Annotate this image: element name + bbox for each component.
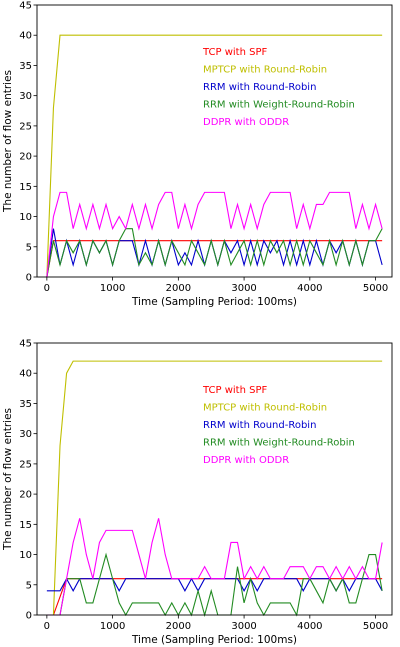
- series-line-1: [46, 578, 383, 616]
- x-tick-label: 5000: [363, 283, 388, 294]
- y-tick-label: 10: [19, 212, 32, 223]
- legend-entry-3: RRM with Round-Robin: [203, 420, 316, 431]
- y-tick-label: 10: [19, 550, 32, 561]
- y-tick-label: 5: [26, 242, 32, 253]
- y-tick-label: 40: [19, 369, 32, 380]
- x-tick-label: 3000: [231, 621, 256, 632]
- y-tick-label: 40: [19, 31, 32, 42]
- y-tick-label: 0: [26, 611, 32, 622]
- legend-entry-2: MPTCP with Round-Robin: [203, 65, 327, 76]
- y-tick-label: 25: [19, 459, 32, 470]
- series-line-5: [46, 191, 383, 278]
- y-tick-label: 25: [19, 121, 32, 132]
- legend-entry-1: TCP with SPF: [202, 385, 267, 396]
- y-tick-label: 35: [19, 61, 32, 72]
- y-tick-label: 35: [19, 399, 32, 410]
- series-line-5: [46, 518, 383, 616]
- series-line-2: [46, 34, 383, 278]
- series-line-1: [46, 240, 383, 278]
- series-line-4: [46, 552, 383, 618]
- x-tick-label: 3000: [231, 283, 256, 294]
- y-tick-label: 45: [19, 1, 32, 12]
- x-tick-label: 0: [44, 283, 50, 294]
- x-tick-label: 0: [44, 621, 50, 632]
- plot-frame: [36, 342, 393, 616]
- legend-entry-2: MPTCP with Round-Robin: [203, 403, 327, 414]
- legend-entry-4: RRM with Weight-Round-Robin: [203, 438, 355, 449]
- y-tick-label: 30: [19, 429, 32, 440]
- chart-panel-2: 0 1000 2000 3000 4000 5000 0 5 10 15 20 25 30 35 40 45 T…: [2, 339, 393, 646]
- x-tick-label: 1000: [100, 283, 125, 294]
- x-tick-label: 2000: [166, 283, 191, 294]
- y-tick-label: 20: [19, 490, 32, 501]
- x-tick-label: 2000: [166, 621, 191, 632]
- y-axis-label: The number of flow entries: [2, 408, 14, 551]
- x-tick-label: 5000: [363, 621, 388, 632]
- y-tick-label: 15: [19, 182, 32, 193]
- y-tick-label: 20: [19, 152, 32, 163]
- x-tick-label: 4000: [297, 283, 322, 294]
- y-tick-label: 15: [19, 520, 32, 531]
- legend-entry-5: DDPR with ODDR: [203, 117, 289, 128]
- plot-frame: [36, 4, 393, 278]
- legend-entry-1: TCP with SPF: [202, 47, 267, 58]
- y-tick-label: 30: [19, 91, 32, 102]
- y-axis-label: The number of flow entries: [2, 70, 14, 213]
- x-axis-label: Time (Sampling Period: 100ms): [131, 634, 297, 646]
- series-line-4: [46, 228, 383, 278]
- y-tick-label: 45: [19, 339, 32, 350]
- x-axis-label: Time (Sampling Period: 100ms): [131, 296, 297, 308]
- x-tick-label: 1000: [100, 621, 125, 632]
- series-line-2: [46, 360, 383, 616]
- y-tick-label: 0: [26, 273, 32, 284]
- chart-panel-1: 0 1000 2000 3000 4000 5000 0 5 10 15 20 25 30 35 40 45 T…: [2, 1, 393, 308]
- legend-entry-5: DDPR with ODDR: [203, 455, 289, 466]
- y-tick-label: 5: [26, 580, 32, 591]
- legend-entry-3: RRM with Round-Robin: [203, 82, 316, 93]
- x-tick-label: 4000: [297, 621, 322, 632]
- legend-entry-4: RRM with Weight-Round-Robin: [203, 100, 355, 111]
